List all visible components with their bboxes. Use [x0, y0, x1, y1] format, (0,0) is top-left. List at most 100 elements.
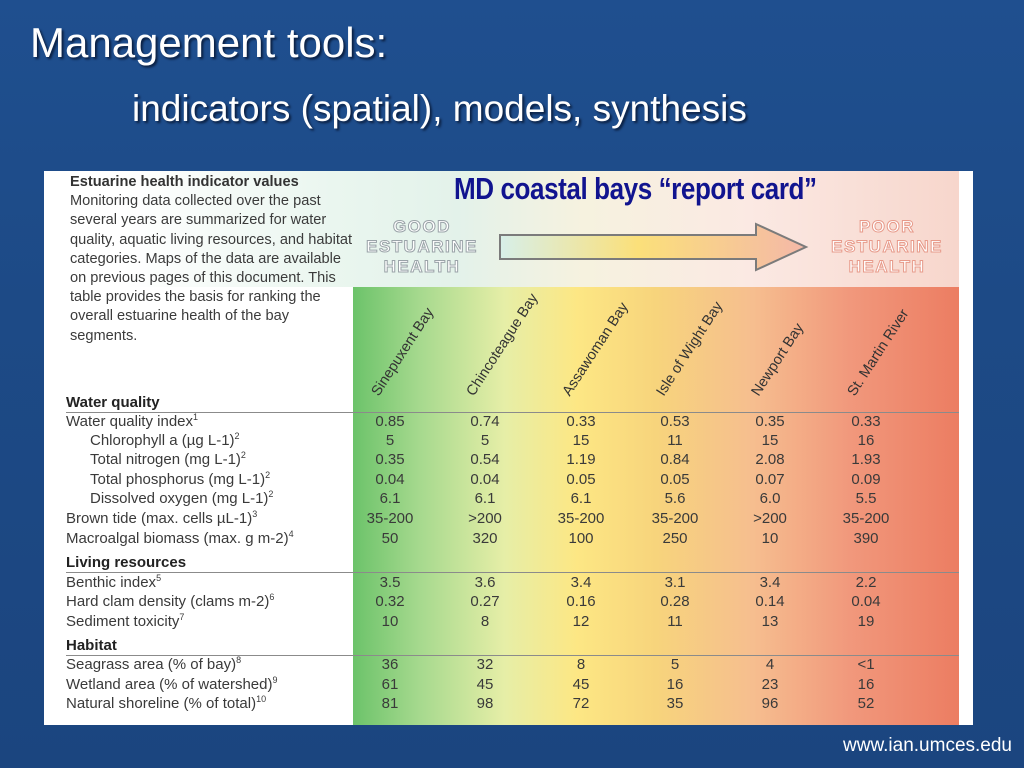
row-label: Hard clam density (clams m-2)6 — [66, 592, 274, 612]
row-label: Benthic index5 — [66, 573, 161, 593]
footnote-marker: 2 — [268, 489, 274, 499]
row-label: Seagrass area (% of bay)8 — [66, 655, 241, 675]
row-label-text: Hard clam density (clams m-2) — [66, 593, 270, 610]
footnote-marker: 8 — [236, 655, 242, 665]
poor-label-line: POOR — [858, 217, 916, 237]
section-heading: Water quality — [66, 394, 160, 411]
table-cell: 2.2 — [855, 574, 877, 591]
table-row: Macroalgal biomass (max. g m-2)4 50 320 100… — [44, 529, 973, 549]
poor-label-line: ESTUARINE — [831, 237, 943, 257]
table-cell: 23 — [761, 676, 779, 693]
table-cell: 72 — [572, 695, 590, 712]
table-cell: 2.08 — [755, 451, 785, 468]
footnote-marker: 9 — [272, 675, 278, 685]
poor-label-line: HEALTH — [848, 257, 926, 277]
footnote-marker: 3 — [252, 509, 258, 519]
table-cell: 0.05 — [660, 471, 690, 488]
table-cell: 4 — [765, 656, 775, 673]
table-cell: 35-200 — [366, 510, 414, 527]
report-card: Estuarine health indicator values Monito… — [44, 171, 973, 725]
table-cell: 0.33 — [566, 413, 596, 430]
table-cell: 10 — [761, 530, 779, 547]
table-cell: 10 — [381, 613, 399, 630]
table-cell: 0.14 — [755, 593, 785, 610]
table-cell: 250 — [662, 530, 688, 547]
table-cell: 0.85 — [375, 413, 405, 430]
table-cell: 1.19 — [566, 451, 596, 468]
table-cell: 0.35 — [755, 413, 785, 430]
table-cell: <1 — [857, 656, 875, 673]
row-label: Total nitrogen (mg L-1)2 — [90, 450, 246, 470]
table-cell: 6.1 — [474, 490, 496, 507]
row-label-text: Water quality index — [66, 413, 194, 430]
table-row: Seagrass area (% of bay)8 36 32 8 5 4 <1 — [44, 655, 973, 675]
section-heading: Living resources — [66, 554, 187, 571]
table-cell: 52 — [857, 695, 875, 712]
table-row: Chlorophyll a (µg L-1)2 5 5 15 11 15 16 — [44, 431, 973, 451]
footer-url: www.ian.umces.edu — [843, 735, 1012, 756]
good-label-line: HEALTH — [383, 257, 461, 277]
intro-text: Estuarine health indicator values Monito… — [70, 173, 360, 346]
table-cell: 100 — [568, 530, 594, 547]
table-cell: 5 — [385, 432, 395, 449]
table-cell: 35-200 — [557, 510, 605, 527]
table-cell: 12 — [572, 613, 590, 630]
table-cell: 5 — [670, 656, 680, 673]
table-cell: 0.33 — [851, 413, 881, 430]
table-cell: 0.07 — [755, 471, 785, 488]
row-label-text: Total phosphorus (mg L-1) — [90, 471, 266, 488]
table-cell: 0.04 — [851, 593, 881, 610]
table-cell: 3.1 — [664, 574, 686, 591]
footnote-marker: 6 — [269, 592, 275, 602]
section-divider — [66, 655, 959, 656]
table-row: Sediment toxicity7 10 8 12 11 13 19 — [44, 612, 973, 632]
table-cell: 0.53 — [660, 413, 690, 430]
table-cell: 35-200 — [651, 510, 699, 527]
table-row: Hard clam density (clams m-2)6 0.32 0.27 0.… — [44, 592, 973, 612]
table-cell: 32 — [476, 656, 494, 673]
intro-heading: Estuarine health indicator values — [70, 174, 299, 190]
table-cell: 0.28 — [660, 593, 690, 610]
table-cell: >200 — [468, 510, 502, 527]
table-cell: 5.6 — [664, 490, 686, 507]
section-heading-row: Habitat — [44, 636, 973, 656]
table-cell: 0.27 — [470, 593, 500, 610]
arrow-icon — [499, 222, 809, 272]
table-cell: 35 — [666, 695, 684, 712]
table-cell: 0.74 — [470, 413, 500, 430]
row-label-text: Wetland area (% of watershed) — [66, 676, 273, 693]
table-cell: 11 — [667, 432, 683, 449]
row-label-text: Total nitrogen (mg L-1) — [90, 451, 241, 468]
section-heading: Habitat — [66, 637, 117, 654]
table-cell: 5 — [480, 432, 490, 449]
footnote-marker: 4 — [288, 529, 294, 539]
row-label-text: Natural shoreline (% of total) — [66, 695, 257, 712]
table-cell: 13 — [761, 613, 779, 630]
table-row: Dissolved oxygen (mg L-1)2 6.1 6.1 6.1 5.6 6.… — [44, 489, 973, 509]
table-cell: 8 — [480, 613, 490, 630]
footnote-marker: 2 — [234, 431, 240, 441]
table-cell: 320 — [472, 530, 498, 547]
table-row: Water quality index1 0.85 0.74 0.33 0.53 0.35… — [44, 412, 973, 432]
footnote-marker: 7 — [179, 612, 185, 622]
footnote-marker: 1 — [193, 412, 199, 422]
row-label-text: Seagrass area (% of bay) — [66, 656, 237, 673]
row-label: Natural shoreline (% of total)10 — [66, 694, 266, 714]
table-cell: 5.5 — [855, 490, 877, 507]
table-cell: 8 — [576, 656, 586, 673]
row-label: Chlorophyll a (µg L-1)2 — [90, 431, 240, 451]
section-divider — [66, 572, 959, 573]
table-cell: 36 — [381, 656, 399, 673]
row-label-text: Sediment toxicity — [66, 613, 180, 630]
table-cell: 0.35 — [375, 451, 405, 468]
table-cell: 3.6 — [474, 574, 496, 591]
good-label-line: ESTUARINE — [366, 237, 478, 257]
row-label-text: Dissolved oxygen (mg L-1) — [90, 490, 269, 507]
table-cell: 6.1 — [379, 490, 401, 507]
section-divider — [66, 412, 959, 413]
table-cell: 0.04 — [375, 471, 405, 488]
row-label: Wetland area (% of watershed)9 — [66, 675, 278, 695]
table-cell: 0.04 — [470, 471, 500, 488]
section-heading-row: Water quality — [44, 393, 973, 413]
footnote-marker: 10 — [256, 694, 267, 704]
